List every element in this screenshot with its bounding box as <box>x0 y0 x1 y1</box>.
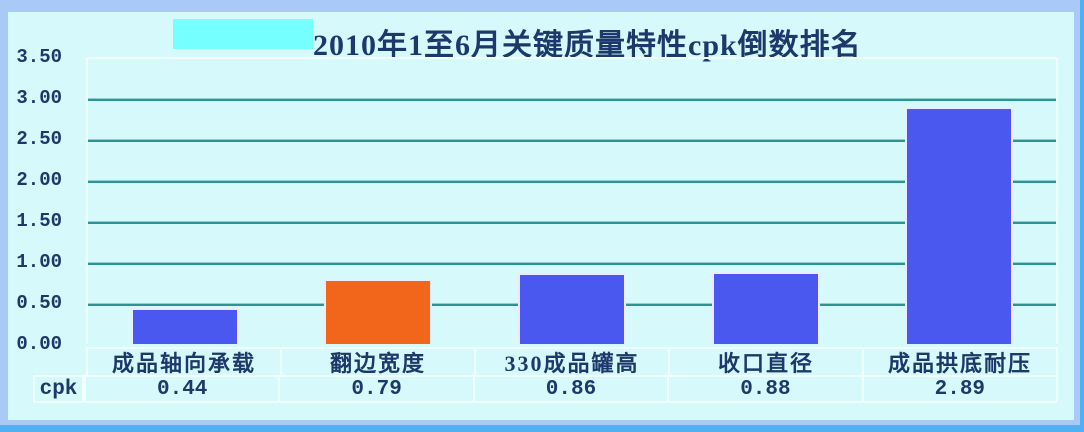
bar-成品拱底耐压 <box>905 107 1014 344</box>
cpk-value-cell: 0.88 <box>667 377 861 401</box>
category-label: 收口直径 <box>668 349 862 375</box>
category-label: 330成品罐高 <box>474 349 668 375</box>
y-tick-label: 1.00 <box>16 251 62 273</box>
y-tick-label: 1.50 <box>16 210 62 232</box>
bar-翻边宽度 <box>324 279 433 344</box>
category-label: 翻边宽度 <box>280 349 474 375</box>
y-tick-label: 3.50 <box>16 46 62 68</box>
bar-330成品罐高 <box>518 273 626 344</box>
cpk-value-cell: 0.86 <box>472 377 667 401</box>
gridline <box>88 139 1056 142</box>
gridline <box>88 262 1056 265</box>
category-label: 成品轴向承载 <box>111 351 256 375</box>
y-tick-label: 3.00 <box>16 87 62 109</box>
plot-area <box>86 57 1058 344</box>
y-tick-label: 2.50 <box>16 128 62 150</box>
cpk-value-cell: 0.44 <box>84 377 278 401</box>
chart-title: 2010年1至6月关键质量特性cpk倒数排名 <box>313 29 862 62</box>
gridline <box>88 180 1056 183</box>
highlight-rect <box>173 19 313 49</box>
chart-canvas: 2010年1至6月关键质量特性cpk倒数排名 3.50 3.00 2.50 2.00 1… <box>8 12 1074 420</box>
cpk-value-cell: 0.79 <box>278 377 472 401</box>
category-header-row: 成品轴向承载 翻边宽度 330成品罐高 收口直径 成品拱底耐压 <box>86 347 1058 377</box>
y-tick-label: 0.00 <box>16 333 62 355</box>
series-label-cell: cpk <box>35 377 84 401</box>
cpk-value-cell: 2.89 <box>861 377 1056 401</box>
y-tick-label: 2.00 <box>16 169 62 191</box>
gridline <box>88 98 1056 101</box>
bar-成品轴向承载 <box>130 308 239 344</box>
y-tick-label: 0.50 <box>16 292 62 314</box>
gridline <box>88 221 1056 224</box>
data-table-row: cpk 0.44 0.79 0.86 0.88 2.89 <box>33 375 1058 403</box>
category-label: 成品拱底耐压 <box>862 349 1056 375</box>
bar-收口直径 <box>711 272 820 344</box>
